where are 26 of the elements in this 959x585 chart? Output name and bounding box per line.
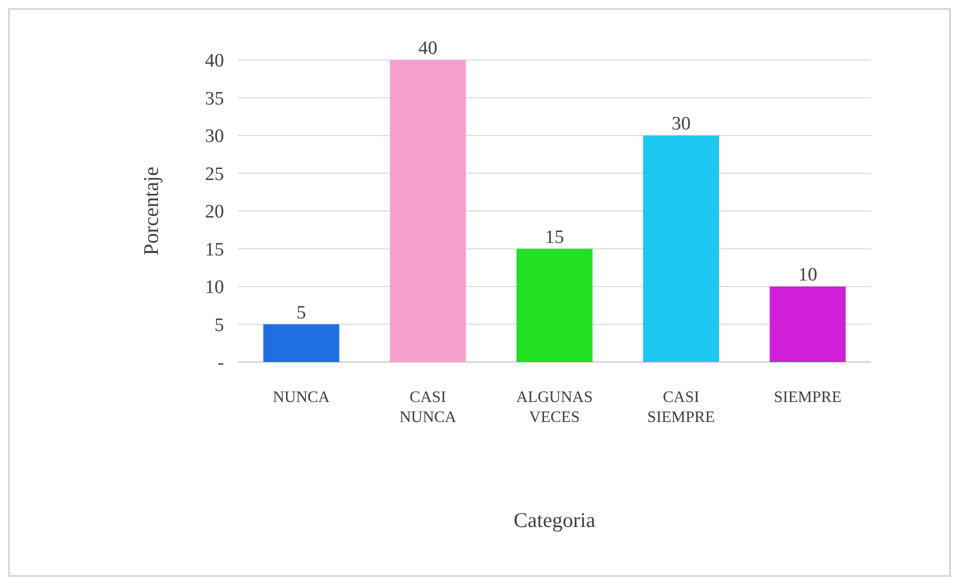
x-tick-label: NUNCA bbox=[272, 389, 330, 406]
data-label: 30 bbox=[672, 114, 691, 134]
y-tick-label: 30 bbox=[205, 126, 224, 148]
bar bbox=[643, 136, 720, 362]
x-tick-label: CASI NUNCA bbox=[399, 389, 457, 426]
y-tick-label: 15 bbox=[205, 239, 224, 260]
data-label: 10 bbox=[798, 264, 818, 286]
bar bbox=[390, 60, 466, 362]
bar bbox=[770, 286, 846, 362]
y-tick-label: 5 bbox=[214, 314, 224, 336]
x-tick-label: ALGUNAS VECES bbox=[516, 389, 593, 426]
x-axis-title: Categoria bbox=[514, 508, 596, 532]
data-label: 5 bbox=[296, 302, 306, 324]
y-tick-label: 20 bbox=[205, 202, 224, 223]
x-tick-label: CASI SIEMPRE bbox=[647, 389, 715, 426]
x-tick-label: SIEMPRE bbox=[774, 389, 842, 406]
y-tick-label: 40 bbox=[205, 50, 224, 72]
data-label: 15 bbox=[545, 226, 564, 248]
data-label: 40 bbox=[418, 38, 438, 59]
y-tick-label: 25 bbox=[205, 164, 224, 185]
bar bbox=[263, 324, 340, 362]
y-tick-label: 35 bbox=[205, 88, 224, 110]
bar bbox=[516, 248, 592, 362]
y-tick-label: 10 bbox=[205, 277, 224, 298]
y-axis-title: Porcentaje bbox=[139, 166, 163, 256]
y-tick-label: - bbox=[218, 352, 224, 374]
